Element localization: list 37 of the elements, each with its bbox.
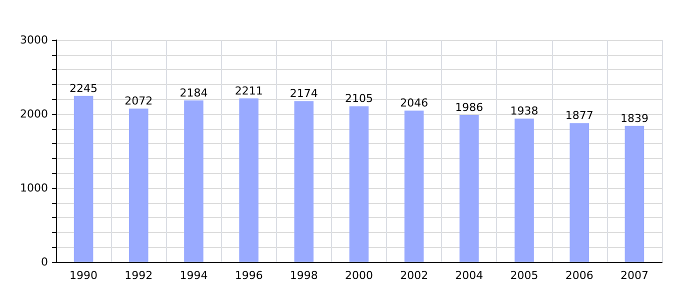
data-label: 2211 bbox=[234, 84, 263, 98]
data-label: 2072 bbox=[124, 94, 153, 108]
bar bbox=[239, 98, 258, 262]
bar bbox=[128, 108, 148, 262]
x-tick-label: 1992 bbox=[124, 269, 153, 282]
x-tick-label: 1996 bbox=[234, 269, 263, 282]
data-label: 2105 bbox=[345, 92, 373, 106]
data-label: 2046 bbox=[400, 96, 428, 110]
y-tick-label: 2000 bbox=[20, 108, 48, 120]
data-label: 1877 bbox=[565, 109, 594, 122]
bar bbox=[349, 106, 369, 262]
bar bbox=[514, 118, 534, 262]
bar bbox=[570, 123, 590, 262]
data-label: 1938 bbox=[510, 104, 538, 118]
bar bbox=[184, 100, 204, 262]
x-tick-label: 2002 bbox=[400, 269, 428, 282]
x-tick-label: 1998 bbox=[290, 269, 318, 282]
bar bbox=[294, 101, 314, 262]
data-label: 2245 bbox=[70, 82, 98, 95]
x-tick-label: 1990 bbox=[70, 269, 98, 282]
data-label: 2174 bbox=[290, 87, 318, 100]
data-label: 1986 bbox=[455, 101, 484, 114]
bar bbox=[624, 126, 644, 262]
x-tick-label: 2000 bbox=[345, 269, 373, 282]
bar bbox=[460, 115, 479, 262]
bar bbox=[404, 110, 424, 262]
y-tick-label: 1000 bbox=[20, 182, 48, 194]
data-label: 1839 bbox=[620, 112, 648, 125]
y-tick-label: 0 bbox=[41, 256, 48, 268]
x-tick-label: 1994 bbox=[180, 269, 208, 282]
x-tick-label: 2007 bbox=[620, 269, 648, 282]
x-tick-label: 2004 bbox=[455, 269, 484, 282]
data-label: 2184 bbox=[180, 86, 208, 100]
bar bbox=[74, 96, 94, 262]
x-tick-label: 2005 bbox=[510, 269, 538, 282]
y-tick-label: 3000 bbox=[20, 34, 48, 46]
x-tick-label: 2006 bbox=[565, 269, 594, 282]
